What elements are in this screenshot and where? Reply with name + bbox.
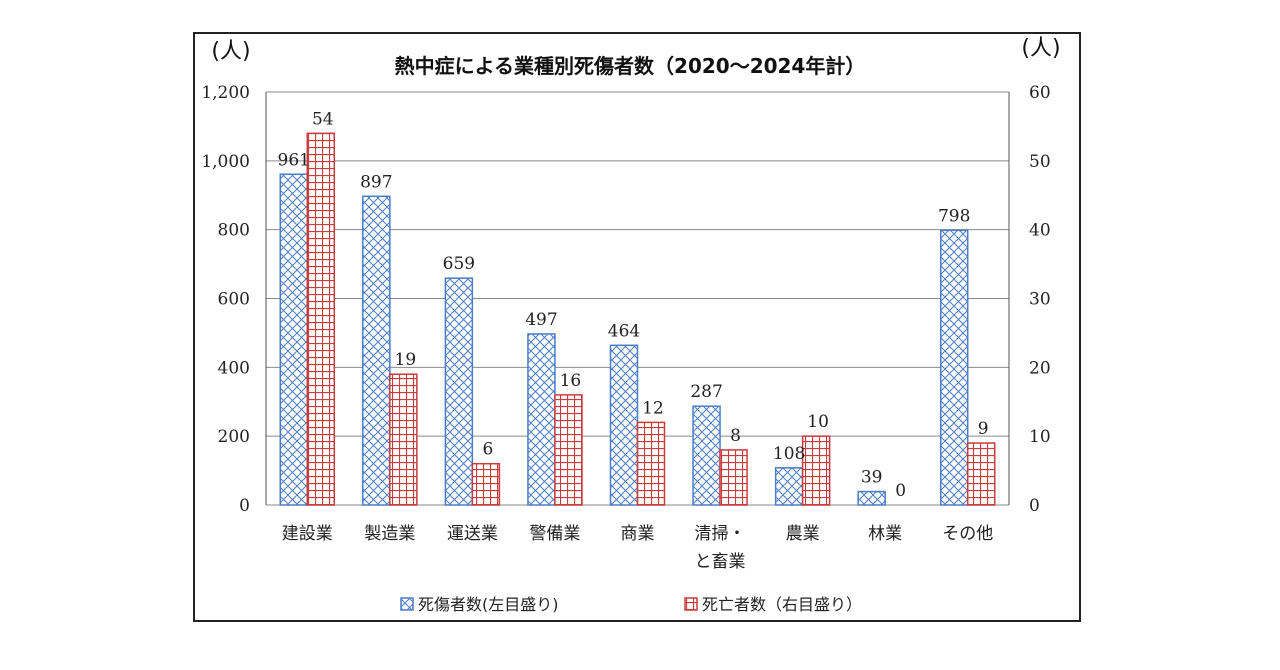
death-data-label: 0 xyxy=(895,481,906,501)
category-label: 清掃・ xyxy=(695,524,746,544)
left-axis-unit: (人) xyxy=(211,39,250,64)
death-data-label: 10 xyxy=(807,412,829,432)
category-label: その他 xyxy=(942,524,993,544)
category-label: 商業 xyxy=(621,524,655,544)
right-tick-label: 30 xyxy=(1029,290,1051,310)
right-tick-label: 60 xyxy=(1029,83,1051,103)
legend-label-deaths: 死亡者数（右目盛り） xyxy=(702,595,862,614)
death-bar xyxy=(471,462,501,506)
injury-data-label: 897 xyxy=(360,172,392,192)
injury-data-label: 659 xyxy=(443,254,475,274)
category-label: 運送業 xyxy=(447,524,498,544)
category-label: と畜業 xyxy=(695,552,746,572)
injury-data-label: 961 xyxy=(278,150,310,170)
injury-bar xyxy=(527,333,556,506)
right-tick-label: 40 xyxy=(1029,221,1051,241)
legend-label-injuries: 死傷者数(左目盛り) xyxy=(418,595,559,614)
injury-data-label: 39 xyxy=(861,468,883,488)
right-tick-label: 20 xyxy=(1029,358,1051,378)
category-label: 農業 xyxy=(786,524,820,544)
left-tick-label: 1,200 xyxy=(201,83,250,103)
injury-data-label: 464 xyxy=(608,321,640,341)
injury-bar xyxy=(774,467,804,506)
legend-swatch-injuries xyxy=(400,597,414,611)
death-bar xyxy=(389,373,418,506)
category-label: 製造業 xyxy=(364,524,415,544)
death-data-label: 19 xyxy=(395,350,417,370)
left-tick-label: 800 xyxy=(218,221,250,241)
death-data-label: 54 xyxy=(312,109,334,129)
injury-data-label: 798 xyxy=(938,206,970,226)
left-tick-label: 200 xyxy=(218,427,250,447)
death-bar xyxy=(719,449,748,506)
injury-bar xyxy=(939,229,969,506)
death-data-label: 16 xyxy=(560,371,582,391)
death-bar xyxy=(966,442,996,506)
bar-layer xyxy=(279,132,996,506)
right-tick-label: 0 xyxy=(1029,496,1040,516)
death-bar xyxy=(306,132,336,506)
left-tick-label: 1,000 xyxy=(201,152,250,172)
right-tick-label: 50 xyxy=(1029,152,1051,172)
death-data-label: 9 xyxy=(978,419,989,439)
injury-bar xyxy=(857,490,886,506)
left-tick-label: 0 xyxy=(239,496,250,516)
injury-bar xyxy=(692,405,721,506)
category-label: 建設業 xyxy=(282,524,333,544)
category-label: 警備業 xyxy=(529,524,580,544)
chart-title: 熱中症による業種別死傷者数（2020～2024年計） xyxy=(395,54,866,78)
injury-bar xyxy=(444,277,474,506)
injury-bar xyxy=(362,195,391,506)
right-axis-unit: (人) xyxy=(1021,36,1060,61)
injury-data-label: 497 xyxy=(525,310,557,330)
chart-frame xyxy=(193,32,1081,622)
death-bar xyxy=(554,394,583,506)
legend-swatch-deaths xyxy=(684,597,698,611)
death-bar xyxy=(801,435,831,506)
death-data-label: 8 xyxy=(730,426,741,446)
category-label: 林業 xyxy=(868,524,902,544)
injury-data-label: 287 xyxy=(690,382,722,402)
left-tick-label: 600 xyxy=(218,290,250,310)
death-data-label: 6 xyxy=(482,440,493,460)
death-bar xyxy=(636,421,666,506)
death-data-label: 12 xyxy=(642,398,664,418)
injury-data-label: 108 xyxy=(773,444,805,464)
injury-bar xyxy=(609,344,639,506)
text-layer: 熱中症による業種別死傷者数（2020～2024年計） (人) (人) 02004… xyxy=(201,36,1060,572)
injury-bar xyxy=(279,173,309,506)
legend: 死傷者数(左目盛り) 死亡者数（右目盛り） xyxy=(400,595,862,614)
left-tick-label: 400 xyxy=(218,358,250,378)
right-tick-label: 10 xyxy=(1029,427,1051,447)
